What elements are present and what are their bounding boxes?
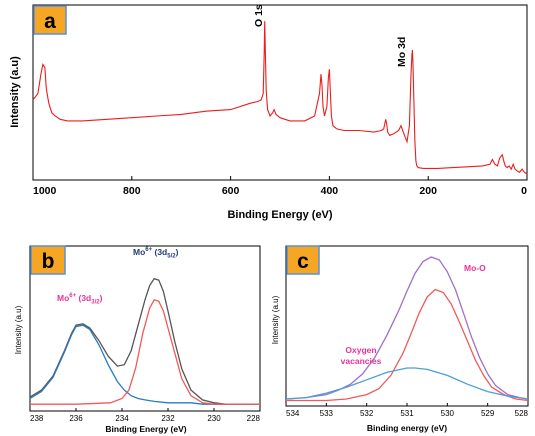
panel-c-x-tick-label-528: 528 — [515, 409, 529, 418]
panel-a-spectrum-line — [32, 21, 528, 175]
panel-b-annotation-mo3d32: Mo6+ (3d3/2) — [57, 293, 103, 306]
panel-c-y-axis-label: Intensity (a.u) — [271, 295, 280, 344]
panel-c-oxygen-vacancies-fit-line — [285, 367, 529, 400]
panel-c-x-axis-label: Binding energy (eV) — [367, 423, 447, 433]
panel-a: a 1000 800 600 400 200 0 O 1s Mo 3d Intensity… — [9, 4, 528, 221]
panel-a-x-tick-label-600: 600 — [222, 185, 240, 197]
panel-b-y-axis-label: Intensity (a.u) — [14, 305, 23, 354]
panel-b: b 238 236 234 232 230 228 Mo6+ (3d3/2) Mo6+ (… — [14, 245, 261, 434]
panel-b-x-tick-label-236: 236 — [69, 414, 83, 423]
panel-a-annotation-mo3d: Mo 3d — [396, 37, 408, 67]
panel-c-label: c — [297, 250, 309, 273]
panel-b-plot-frame — [29, 245, 261, 412]
panel-a-x-ticks: 1000 800 600 400 200 0 — [32, 176, 528, 197]
panel-c-x-tick-label-531: 531 — [400, 409, 414, 418]
panel-b-annotation-mo3d52: Mo6+ (3d5/2) — [133, 247, 179, 260]
panel-b-x-tick-label-232: 232 — [161, 414, 175, 423]
panel-c-x-tick-label-529: 529 — [481, 409, 495, 418]
panel-c-x-tick-label-534: 534 — [286, 409, 300, 418]
panel-b-x-tick-label-234: 234 — [115, 414, 129, 423]
panel-c-envelope-line — [285, 256, 529, 400]
panel-c-plot-frame — [285, 245, 529, 407]
panel-b-x-axis-label: Binding Energy (eV) — [105, 424, 186, 434]
panel-a-x-tick-label-800: 800 — [123, 185, 141, 197]
panel-c-mo-o-fit-line — [286, 288, 529, 402]
panel-c: c 534 533 532 531 530 529 528 Mo-O Oxygen vaca… — [271, 245, 529, 433]
panel-a-x-axis-label: Binding Energy (eV) — [227, 209, 332, 221]
panel-b-envelope-line — [29, 277, 260, 405]
panel-b-x-tick-label-230: 230 — [207, 414, 221, 423]
panel-c-annotation-mo-o: Mo-O — [464, 263, 486, 273]
panel-c-x-tick-label-530: 530 — [441, 409, 455, 418]
panel-a-y-axis-label: Intensity (a.u) — [9, 56, 21, 128]
panel-a-x-tick-label-0: 0 — [521, 185, 527, 197]
panel-a-x-tick-label-1000: 1000 — [33, 185, 57, 197]
panel-a-annotation-o1s: O 1s — [253, 4, 265, 27]
panel-c-x-tick-label-533: 533 — [320, 409, 334, 418]
panel-a-x-tick-label-200: 200 — [419, 185, 437, 197]
panel-c-annotation-oxygen: Oxygen — [345, 345, 376, 355]
panel-a-label-box — [33, 5, 67, 35]
panel-c-x-ticks: 534 533 532 531 530 529 528 — [285, 403, 529, 418]
panel-a-label-badge: a — [33, 5, 67, 35]
panel-a-plot-frame — [32, 4, 528, 181]
panel-b-label-box — [30, 245, 66, 275]
panel-b-x-ticks: 238 236 234 232 230 228 — [29, 408, 261, 423]
panel-a-label: a — [44, 10, 56, 33]
panel-c-x-tick-label-532: 532 — [360, 409, 374, 418]
panel-c-label-box — [286, 245, 320, 275]
panel-b-mo3d52-fit-line — [30, 299, 260, 405]
panel-b-x-tick-label-238: 238 — [30, 414, 44, 423]
panel-b-x-tick-label-228: 228 — [247, 414, 261, 423]
panel-b-mo3d32-fit-line — [29, 324, 260, 405]
panel-c-label-badge: c — [286, 245, 320, 275]
panel-b-label: b — [42, 250, 55, 273]
panel-b-label-badge: b — [30, 245, 66, 275]
panel-a-x-tick-label-400: 400 — [321, 185, 339, 197]
panel-c-annotation-vacancies: vacancies — [341, 356, 382, 366]
